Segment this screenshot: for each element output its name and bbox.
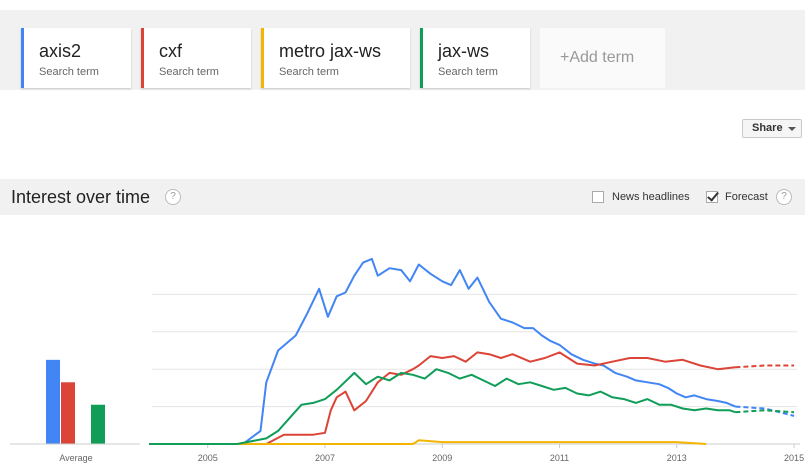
checkmark-icon bbox=[707, 189, 719, 202]
news-headlines-label: News headlines bbox=[612, 191, 690, 203]
series-line-axis2 bbox=[149, 257, 736, 445]
search-term-subtitle: Search term bbox=[159, 66, 219, 78]
forecast-line-jax-ws bbox=[735, 409, 795, 414]
x-tick-label: 2013 bbox=[667, 453, 687, 463]
search-term-card-metro-jax-ws[interactable]: metro jax-ws Search term bbox=[261, 28, 410, 88]
forecast-help-icon[interactable]: ? bbox=[776, 189, 792, 205]
average-bars bbox=[46, 359, 105, 444]
help-icon[interactable]: ? bbox=[165, 189, 181, 205]
search-term-name: jax-ws bbox=[438, 41, 490, 61]
add-term-button[interactable]: +Add term bbox=[540, 28, 665, 88]
term-color-accent bbox=[420, 28, 423, 88]
search-term-subtitle: Search term bbox=[39, 66, 99, 78]
x-tick-label: 2007 bbox=[315, 453, 335, 463]
x-tick-label: 2011 bbox=[550, 453, 569, 463]
forecast-checkbox[interactable] bbox=[706, 189, 719, 203]
x-tick-label: 2015 bbox=[784, 453, 804, 463]
forecast-line-axis2 bbox=[735, 405, 795, 417]
series-line-cxf bbox=[149, 351, 736, 445]
section-title: Interest over time bbox=[11, 187, 151, 207]
interest-over-time-header: Interest over time ? News headlines Fore… bbox=[0, 179, 805, 215]
chart-series bbox=[149, 257, 795, 445]
series-line-metro-jax-ws bbox=[149, 439, 707, 445]
average-bar-jax-ws bbox=[91, 404, 105, 444]
search-term-name: cxf bbox=[159, 41, 183, 61]
search-term-card-jax-ws[interactable]: jax-ws Search term bbox=[420, 28, 530, 88]
x-tick-label: 2005 bbox=[198, 453, 218, 463]
average-bar-axis2 bbox=[46, 359, 60, 444]
interest-over-time-chart: Average 2005 2007 2009 2011 2013 2015 bbox=[10, 257, 804, 463]
search-term-name: metro jax-ws bbox=[279, 41, 382, 61]
search-term-card-cxf[interactable]: cxf Search term bbox=[141, 28, 251, 88]
average-bar-cxf bbox=[61, 382, 75, 444]
term-color-accent bbox=[141, 28, 144, 88]
search-terms-bar: axis2 Search term cxf Search term metro … bbox=[0, 10, 805, 90]
series-line-jax-ws bbox=[149, 368, 736, 445]
term-color-accent bbox=[261, 28, 264, 88]
news-headlines-checkbox[interactable] bbox=[592, 191, 604, 203]
search-term-name: axis2 bbox=[39, 41, 82, 61]
term-color-accent bbox=[21, 28, 24, 88]
forecast-label: Forecast bbox=[725, 191, 768, 203]
chevron-down-icon bbox=[788, 127, 796, 131]
share-button-label: Share bbox=[752, 122, 783, 134]
forecast-line-cxf bbox=[735, 364, 795, 369]
share-button[interactable]: Share bbox=[742, 119, 802, 138]
chart-gridlines bbox=[152, 293, 797, 408]
search-term-card-axis2[interactable]: axis2 Search term bbox=[21, 28, 131, 88]
average-axis-label: Average bbox=[59, 453, 92, 463]
x-axis-ticks: 2005 2007 2009 2011 2013 2015 bbox=[198, 444, 804, 463]
x-tick-label: 2009 bbox=[432, 453, 452, 463]
search-term-subtitle: Search term bbox=[438, 66, 498, 78]
search-term-subtitle: Search term bbox=[279, 66, 339, 78]
